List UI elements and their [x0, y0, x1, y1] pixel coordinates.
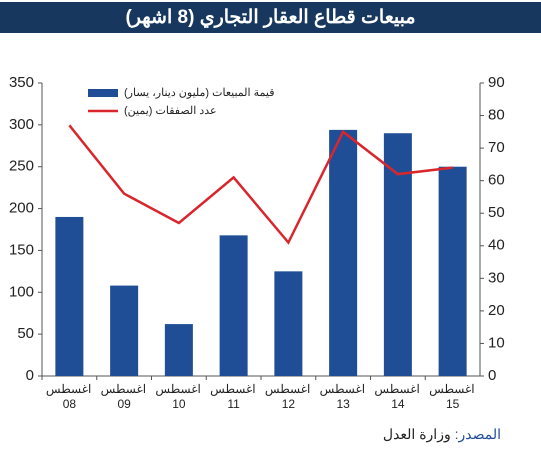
- y-tick-label: 300: [9, 116, 34, 133]
- y-tick-label: 250: [9, 158, 34, 175]
- y-tick-label: 150: [9, 241, 34, 258]
- x-tick-label: اغسطس 09: [100, 382, 147, 411]
- x-tick-label: اغسطس 10: [155, 382, 201, 411]
- x-tick-label: اغسطس 11: [210, 382, 256, 411]
- y2-tick-label: 80: [488, 107, 505, 124]
- y2-tick-label: 40: [488, 237, 505, 254]
- y-tick-label: 350: [9, 74, 34, 91]
- bar: [438, 166, 467, 376]
- bar: [219, 235, 248, 376]
- bar: [383, 133, 412, 376]
- legend-swatch: [88, 89, 118, 97]
- y2-tick-label: 0: [488, 367, 496, 384]
- legend-label: عدد الصفقات (يمين): [124, 105, 217, 117]
- x-tick-label: اغسطس 14: [374, 382, 420, 411]
- y-tick-label: 100: [9, 283, 34, 300]
- bar: [164, 324, 193, 376]
- bar: [329, 129, 358, 376]
- legend-label: قيمة المبيعات (مليون دينار، يسار): [124, 87, 274, 99]
- y-tick-label: 0: [26, 367, 34, 384]
- source: المصدر: وزارة العدل: [383, 426, 501, 443]
- x-tick-label: اغسطس 13: [319, 382, 366, 411]
- chart-title: مبيعات قطاع العقار التجاري (8 اشهر): [0, 2, 541, 33]
- y-tick-label: 200: [9, 200, 34, 217]
- y2-tick-label: 90: [488, 74, 505, 91]
- y2-tick-label: 60: [488, 172, 505, 189]
- y2-tick-label: 50: [488, 204, 505, 221]
- source-label: المصدر:: [454, 426, 501, 442]
- line: [68, 124, 453, 245]
- y-tick-label: 50: [17, 325, 34, 342]
- y2-tick-label: 20: [488, 302, 505, 319]
- bar: [55, 216, 84, 376]
- bar: [274, 271, 303, 376]
- x-tick-label: اغسطس 08: [45, 382, 92, 411]
- y2-tick-label: 10: [488, 334, 505, 351]
- x-tick-label: اغسطس 12: [264, 382, 311, 411]
- y2-tick-label: 30: [488, 269, 505, 286]
- source-text: وزارة العدل: [382, 426, 451, 442]
- y2-tick-label: 70: [488, 139, 505, 156]
- x-tick-label: اغسطس 15: [429, 382, 475, 411]
- bar: [110, 285, 139, 376]
